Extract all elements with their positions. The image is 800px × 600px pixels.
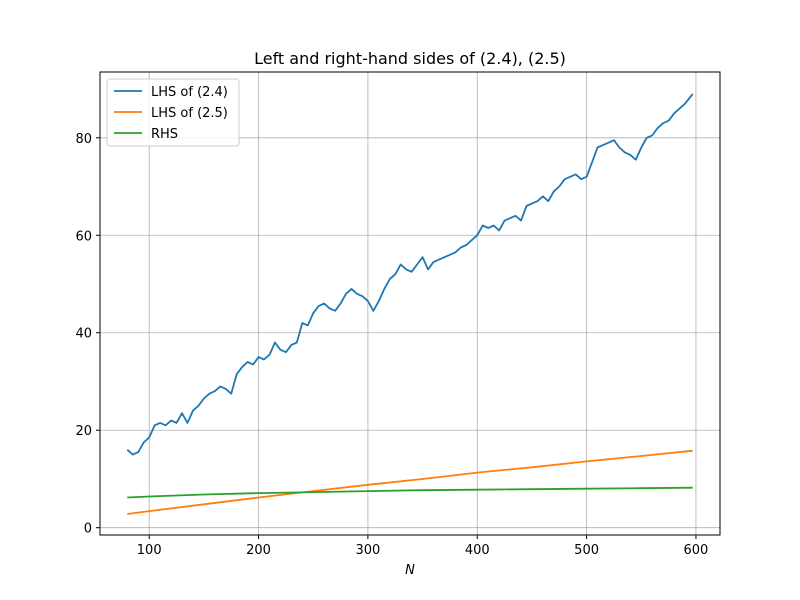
x-axis-ticks: 100 200 300 400 500 600	[137, 535, 709, 558]
y-tick-label: 80	[75, 132, 92, 147]
x-axis-label: N	[405, 563, 415, 578]
x-tick-label: 100	[137, 543, 162, 558]
chart-title: Left and right-hand sides of (2.4), (2.5…	[254, 49, 566, 68]
series-line-0	[126, 93, 694, 456]
x-tick-label: 600	[684, 543, 709, 558]
x-tick-label: 500	[574, 543, 599, 558]
x-tick-label: 300	[355, 543, 380, 558]
legend-box	[106, 78, 240, 147]
legend-label-1: LHS of (2.5)	[151, 106, 228, 121]
series-line-2	[127, 486, 693, 499]
legend-label-2: RHS	[151, 127, 178, 142]
legend: LHS of (2.4) LHS of (2.5) RHS	[106, 78, 240, 147]
y-tick-label: 60	[75, 229, 92, 244]
y-tick-label: 40	[75, 327, 92, 342]
series-line-1	[127, 449, 693, 515]
y-axis-ticks: 0 20 40 60 80	[75, 132, 100, 537]
x-tick-label: 400	[465, 543, 490, 558]
legend-label-0: LHS of (2.4)	[151, 85, 228, 100]
y-tick-label: 20	[75, 424, 92, 439]
plot-frame	[99, 71, 721, 536]
y-tick-label: 0	[84, 522, 92, 537]
plot-lines	[126, 93, 694, 515]
x-tick-label: 200	[246, 543, 271, 558]
